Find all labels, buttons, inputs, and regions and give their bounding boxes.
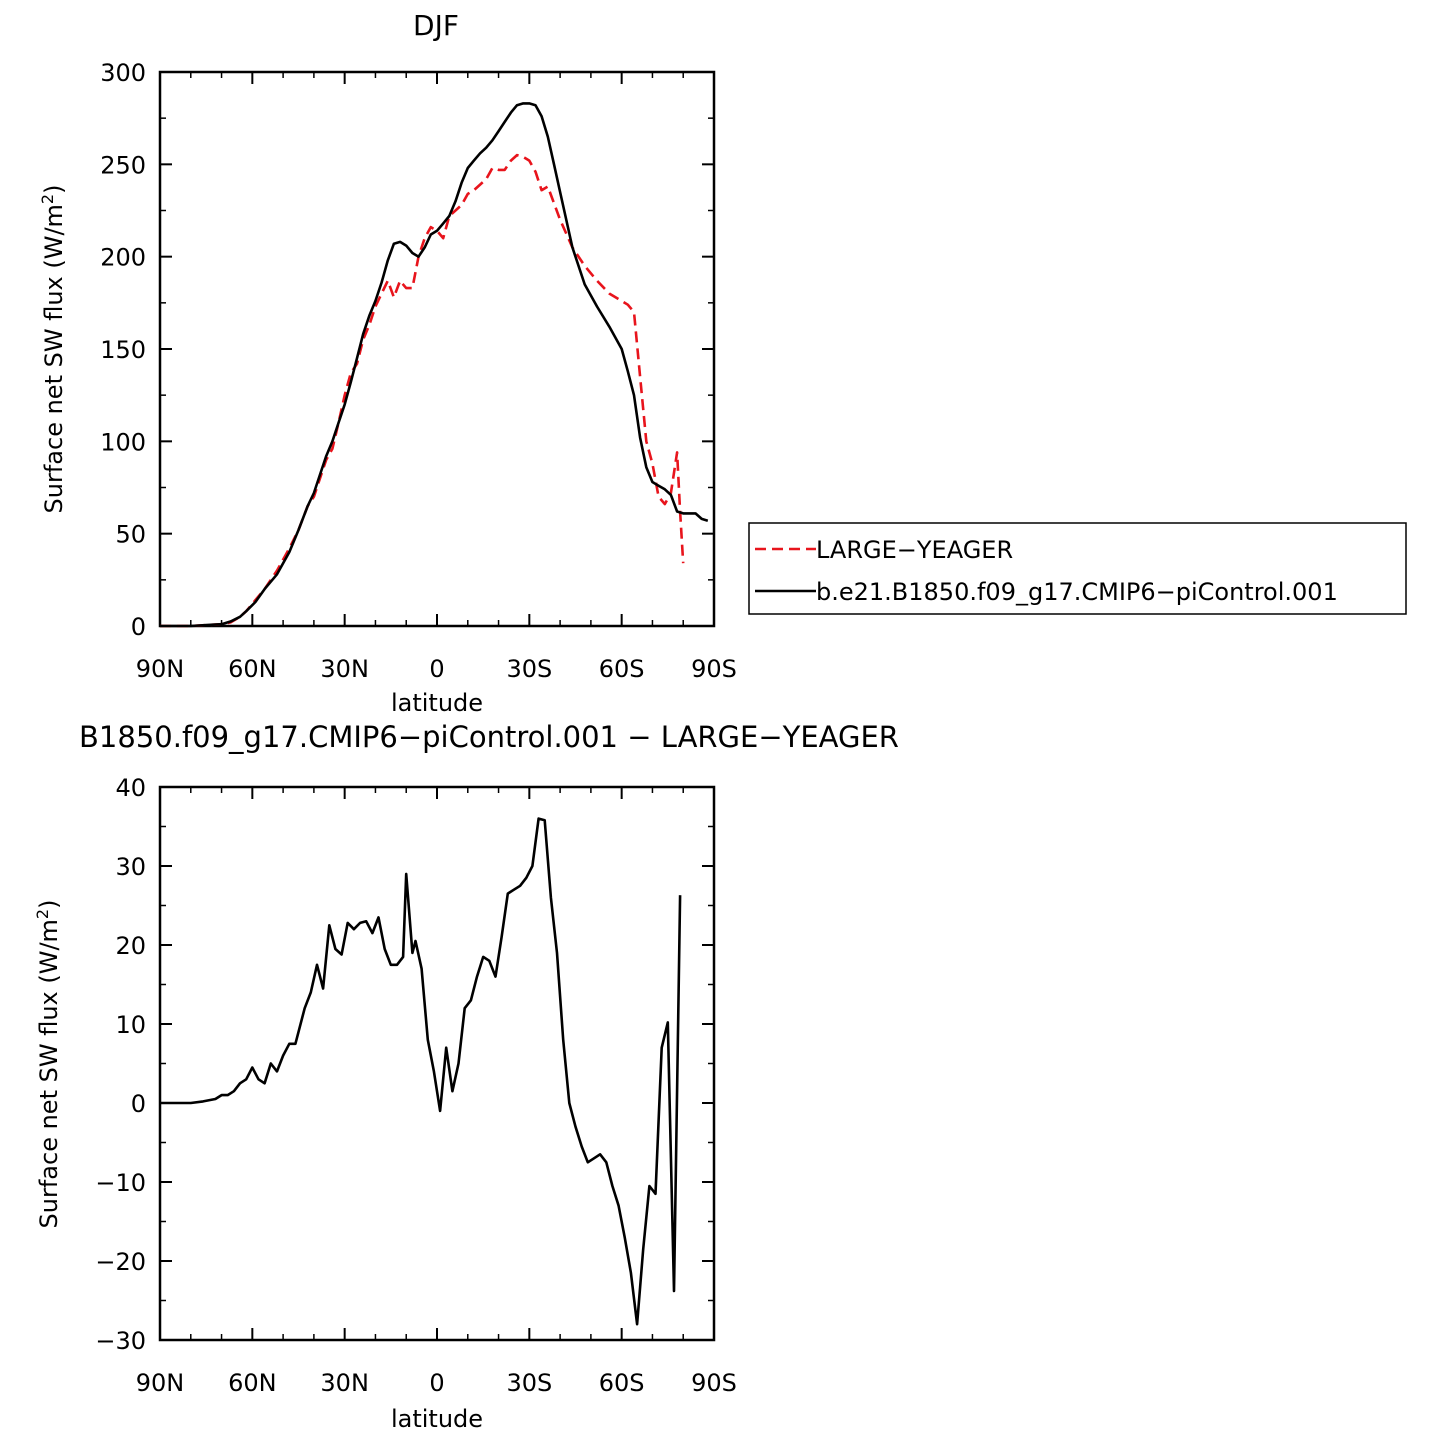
legend-entry-large-yeager: LARGE−YEAGER	[755, 536, 1013, 564]
top-chart-series-line-1	[160, 102, 709, 628]
top-chart-y-axis-label: Surface net SW flux (W/m2)	[38, 185, 68, 514]
bottom-chart-x-axis-label: latitude	[391, 1405, 483, 1433]
bottom-chart-y-axis-label: Surface net SW flux (W/m2)	[33, 900, 63, 1229]
bottom-chart-series	[160, 817, 682, 1326]
top-chart-y-tick-label: 50	[115, 521, 146, 549]
top-chart-y-tick-label: 150	[100, 336, 146, 364]
bottom-chart-title: B1850.f09_g17.CMIP6−piControl.001 − LARG…	[79, 720, 899, 754]
top-chart-x-tick-label: 60S	[599, 655, 645, 683]
bottom-chart-y-tick-label: 0	[131, 1090, 146, 1118]
bottom-chart-series-line-0	[160, 817, 682, 1326]
legend-label-picontrol: b.e21.B1850.f09_g17.CMIP6−piControl.001	[816, 578, 1338, 606]
bottom-chart-x-tick-label: 90N	[136, 1369, 185, 1397]
top-chart-x-tick-label: 30S	[506, 655, 552, 683]
top-chart-series-line-0	[160, 153, 685, 628]
top-chart-plot-frame	[158, 70, 716, 628]
bottom-chart: B1850.f09_g17.CMIP6−piControl.001 − LARG…	[33, 720, 899, 1433]
legend-label-large-yeager: LARGE−YEAGER	[816, 536, 1013, 564]
top-chart-x-tick-label: 60N	[228, 655, 277, 683]
legend-frame	[748, 522, 1407, 615]
top-chart-x-tick-label: 30N	[320, 655, 369, 683]
bottom-chart-y-tick-label: 10	[115, 1011, 146, 1039]
bottom-chart-y-tick-label: 40	[115, 774, 146, 802]
bottom-chart-y-tick-label: −30	[95, 1327, 146, 1355]
bottom-chart-x-tick-label: 90S	[691, 1369, 737, 1397]
bottom-chart-x-tick-label: 60N	[228, 1369, 277, 1397]
bottom-chart-x-tick-label: 60S	[599, 1369, 645, 1397]
bottom-chart-x-tick-label: 30N	[320, 1369, 369, 1397]
bottom-chart-x-tick-label: 0	[429, 1369, 444, 1397]
top-chart-x-ticks: 90N 60N 30N 0 30S 60S 90S	[136, 72, 737, 683]
top-chart-y-tick-label: 300	[100, 59, 146, 87]
top-chart-x-tick-label: 0	[429, 655, 444, 683]
bottom-chart-y-tick-label: −10	[95, 1169, 146, 1197]
bottom-chart-plot-frame	[158, 785, 716, 1342]
top-chart-title: DJF	[413, 9, 459, 42]
legend: LARGE−YEAGER b.e21.B1850.f09_g17.CMIP6−p…	[748, 522, 1407, 615]
top-chart-series	[160, 102, 709, 628]
bottom-chart-y-tick-label: 20	[115, 932, 146, 960]
top-chart-x-tick-label: 90N	[136, 655, 185, 683]
top-chart-y-tick-label: 100	[100, 428, 146, 456]
top-chart-y-tick-label: 0	[131, 613, 146, 641]
top-chart-y-tick-label: 250	[100, 151, 146, 179]
top-chart-x-tick-label: 90S	[691, 655, 737, 683]
top-chart-y-tick-label: 200	[100, 244, 146, 272]
bottom-chart-x-tick-label: 30S	[506, 1369, 552, 1397]
top-chart-y-ticks: 0 50 100 150 200 250 300	[100, 59, 714, 641]
top-chart-x-axis-label: latitude	[391, 689, 483, 717]
legend-entry-picontrol: b.e21.B1850.f09_g17.CMIP6−piControl.001	[755, 578, 1338, 606]
bottom-chart-y-ticks: −30 −20 −10 0 10 20 30 40	[95, 774, 714, 1355]
bottom-chart-x-ticks: 90N 60N 30N 0 30S 60S 90S	[136, 787, 737, 1397]
bottom-chart-y-tick-label: 30	[115, 853, 146, 881]
bottom-chart-y-tick-label: −20	[95, 1248, 146, 1276]
